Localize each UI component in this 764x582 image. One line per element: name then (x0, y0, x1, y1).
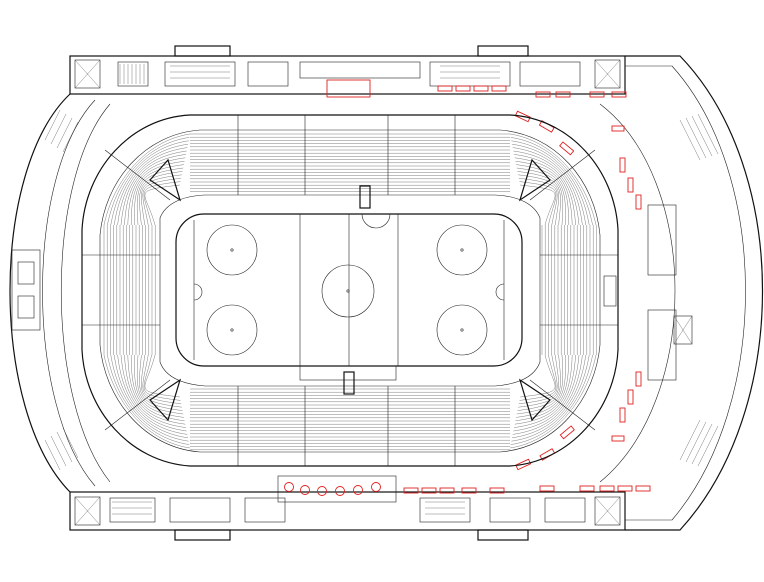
concession-markers-right (514, 110, 642, 471)
faceoff-circle-bottom-left (206, 304, 258, 356)
top-service-rooms (74, 59, 621, 89)
concession-markers-top (437, 85, 627, 98)
center-faceoff-circle (321, 264, 375, 318)
faceoff-circle-bottom-right (436, 304, 488, 356)
seat-rows (103, 133, 597, 450)
goal-crease-left (193, 283, 203, 301)
building-shell (9, 45, 764, 541)
seating-bowl (81, 114, 619, 467)
seat-aisles (82, 115, 618, 466)
bottom-service-rooms (74, 496, 621, 526)
penalty-box-bottom (299, 365, 397, 381)
faceoff-circle-top-left (206, 224, 258, 276)
goal-crease-right (495, 283, 505, 301)
right-concourse-rooms (603, 113, 719, 467)
ice-rink (175, 213, 523, 381)
top-label-box (326, 79, 371, 98)
bottom-box (277, 475, 397, 503)
left-concourse-rooms (11, 109, 79, 471)
concession-markers-bottom (403, 485, 651, 494)
bench-arc-top (361, 213, 391, 229)
bottom-circle-markers (284, 482, 381, 496)
faceoff-circle-top-right (436, 224, 488, 276)
